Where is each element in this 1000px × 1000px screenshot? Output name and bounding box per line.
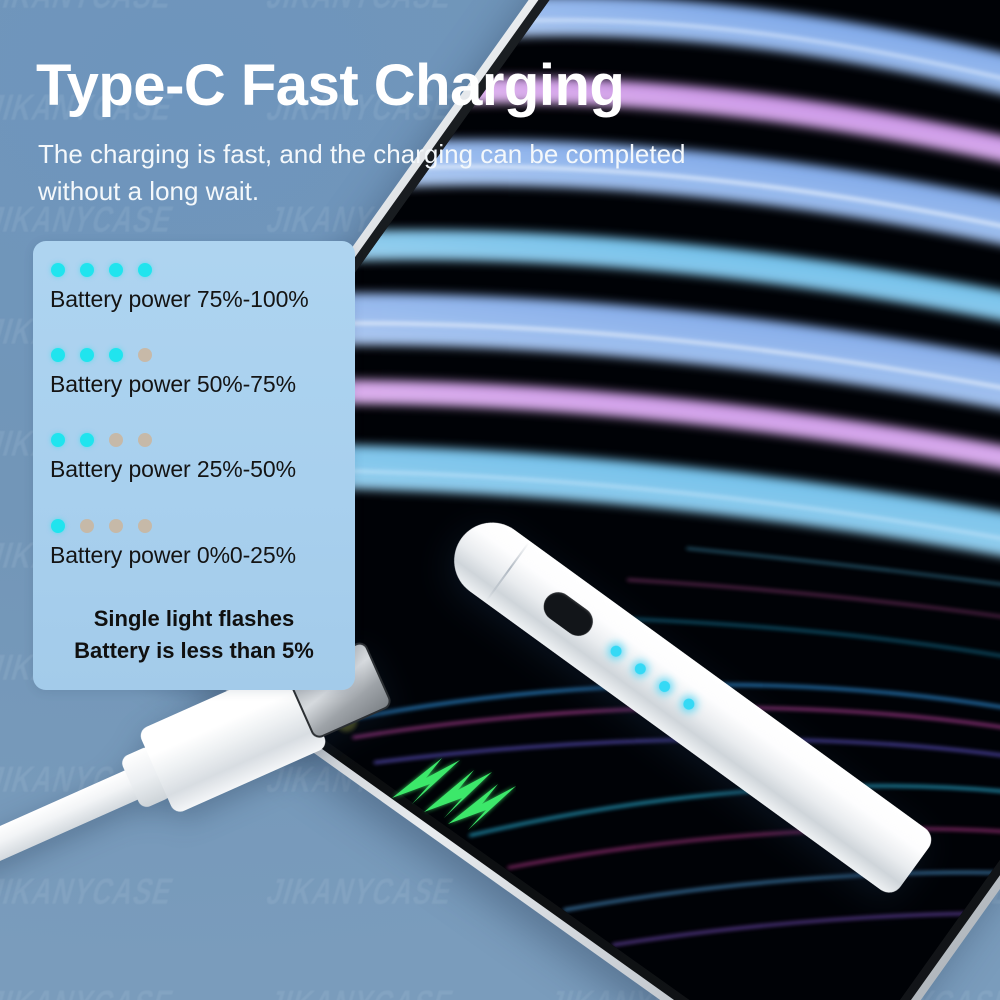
battery-legend-row: Battery power 75%-100% xyxy=(50,263,350,313)
single-flash-note: Single light flashes Battery is less tha… xyxy=(33,603,355,667)
battery-dot-on xyxy=(51,519,65,533)
battery-dot-on xyxy=(80,263,94,277)
battery-dot-off xyxy=(138,433,152,447)
watermark-text: JIKANYCASE xyxy=(214,983,506,1000)
battery-legend-row: Battery power 25%-50% xyxy=(50,433,350,483)
battery-legend-card: Battery power 75%-100% Battery power 50%… xyxy=(33,241,355,690)
battery-row-label: Battery power 25%-50% xyxy=(50,456,296,482)
page-subtitle: The charging is fast, and the charging c… xyxy=(38,139,686,206)
battery-dot-off xyxy=(138,519,152,533)
battery-dot-group xyxy=(51,263,350,277)
watermark-text: JIKANYCASE xyxy=(0,0,226,17)
battery-dot-on xyxy=(109,263,123,277)
watermark-text: JIKANYCASE xyxy=(262,871,459,912)
battery-dot-off xyxy=(80,519,94,533)
battery-dot-off xyxy=(109,519,123,533)
battery-dot-off xyxy=(138,348,152,362)
battery-dot-group xyxy=(51,348,350,362)
battery-dot-on xyxy=(51,263,65,277)
battery-dot-off xyxy=(109,433,123,447)
battery-dot-on xyxy=(80,348,94,362)
battery-dot-on xyxy=(51,433,65,447)
battery-legend-row: Battery power 0%0-25% xyxy=(50,519,350,569)
battery-row-label: Battery power 0%0-25% xyxy=(50,542,296,568)
battery-dot-on xyxy=(138,263,152,277)
page-title: Type-C Fast Charging xyxy=(36,52,625,118)
battery-row-label: Battery power 50%-75% xyxy=(50,371,296,397)
battery-legend-row: Battery power 50%-75% xyxy=(50,348,350,398)
battery-dot-group xyxy=(51,433,350,447)
watermark-text: JIKANYCASE xyxy=(214,0,506,17)
flash-note-line-1: Single light flashes xyxy=(93,606,295,631)
flash-note-line-2: Battery is less than 5% xyxy=(74,638,314,664)
battery-dot-on xyxy=(51,348,65,362)
battery-row-label: Battery power 75%-100% xyxy=(50,286,309,312)
watermark-text: JIKANYCASE xyxy=(0,983,226,1000)
battery-dot-on xyxy=(109,348,123,362)
battery-dot-on xyxy=(80,433,94,447)
battery-dot-group xyxy=(51,519,350,533)
